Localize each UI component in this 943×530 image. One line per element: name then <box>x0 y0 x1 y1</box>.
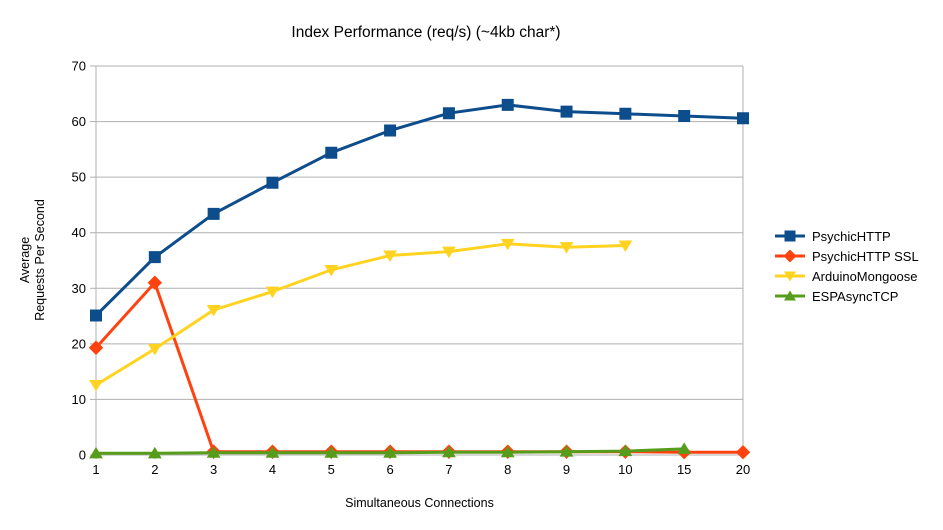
x-tick-labels: 1 2 3 4 5 6 7 8 9 10 15 20 <box>92 462 750 477</box>
axes <box>90 65 744 459</box>
legend-item-arduinomongoose: ArduinoMongoose <box>774 266 919 286</box>
series-line-psychichttp-ssl <box>94 281 745 454</box>
y-tick-label: 20 <box>72 336 86 351</box>
legend-label-psychichttp-ssl: PsychicHTTP SSL <box>812 248 919 264</box>
legend-marker-icon <box>775 290 805 301</box>
psychichttp-marker <box>501 98 514 111</box>
x-tick-label: 8 <box>504 462 511 477</box>
chart-title: Index Performance (req/s) (~4kb char*) <box>291 24 561 41</box>
legend-label-espasynctcp: ESPAsyncTCP <box>812 288 899 304</box>
legend-marker-icon <box>775 249 805 263</box>
arduinomongoose-marker <box>265 286 280 299</box>
arduinomongoose-marker <box>89 379 103 392</box>
series-line-arduinomongoose <box>94 242 627 387</box>
gridlines <box>96 65 743 400</box>
y-tick-label: 50 <box>72 170 86 185</box>
espasynctcp-marker <box>677 442 692 454</box>
legend-marker-icon <box>775 230 805 242</box>
series-arduinomongoose <box>89 238 633 392</box>
series-espasynctcp <box>89 442 692 459</box>
psychichttp-marker <box>619 107 632 120</box>
arduinomongoose-marker <box>147 343 162 356</box>
espasynctcp-marker <box>559 445 574 457</box>
x-tick-label: 20 <box>736 462 750 477</box>
legend-marker-icon <box>775 271 805 282</box>
legend-item-psychichttp-ssl: PsychicHTTP SSL <box>774 246 919 266</box>
y-tick-label: 70 <box>72 59 86 74</box>
espasynctcp-marker <box>147 446 162 459</box>
psychichttp-marker-icon <box>784 230 796 242</box>
x-tick-label: 7 <box>445 462 452 477</box>
arduinomongoose-marker <box>618 240 633 252</box>
espasynctcp-marker <box>500 445 515 458</box>
series-psychichttp-ssl <box>88 275 751 460</box>
psychichttp-marker <box>207 207 220 220</box>
psychichttp-ssl-marker <box>88 340 104 355</box>
arduinomongoose-marker <box>383 250 397 262</box>
psychichttp-marker <box>678 110 691 123</box>
espasynctcp-marker <box>89 446 103 459</box>
x-tick-label: 1 <box>92 462 99 477</box>
espasynctcp-marker <box>324 446 339 458</box>
x-tick-label: 2 <box>151 462 158 477</box>
x-tick-label: 3 <box>210 462 217 477</box>
psychichttp-ssl-marker <box>147 275 163 290</box>
arduinomongoose-marker-icon <box>784 271 796 282</box>
psychichttp-marker <box>737 112 749 125</box>
espasynctcp-marker <box>206 446 221 458</box>
y-tick-labels: 0 10 20 30 40 50 60 70 <box>72 59 86 463</box>
x-tick-label: 5 <box>328 462 335 477</box>
psychichttp-marker <box>325 146 338 159</box>
espasynctcp-marker <box>265 446 280 458</box>
arduinomongoose-marker <box>559 242 574 254</box>
x-tick-label: 10 <box>618 462 632 477</box>
x-axis-title: Simultaneous Connections <box>345 496 494 510</box>
legend-item-psychichttp: PsychicHTTP <box>774 226 919 246</box>
x-tick-label: 9 <box>563 462 570 477</box>
espasynctcp-marker-icon <box>784 290 796 301</box>
legend-item-espasynctcp: ESPAsyncTCP <box>774 286 919 306</box>
espasynctcp-marker <box>442 445 456 458</box>
psychichttp-marker <box>90 309 102 322</box>
espasynctcp-marker <box>383 446 397 458</box>
arduinomongoose-marker <box>442 246 456 259</box>
psychichttp-marker <box>148 251 161 264</box>
psychichttp-marker <box>266 176 279 189</box>
y-tick-label: 0 <box>79 448 86 463</box>
y-tick-label: 60 <box>72 114 86 129</box>
arduinomongoose-marker <box>500 238 515 251</box>
x-tick-label: 6 <box>386 462 393 477</box>
series-psychichttp <box>90 98 749 322</box>
x-tick-label: 15 <box>677 462 691 477</box>
legend-label-psychichttp: PsychicHTTP <box>812 228 891 244</box>
y-tick-label: 30 <box>72 281 86 296</box>
psychichttp-ssl-marker-icon <box>783 249 797 263</box>
psychichttp-marker <box>560 105 573 118</box>
arduinomongoose-marker <box>206 304 221 317</box>
psychichttp-marker <box>384 124 397 137</box>
y-tick-label: 40 <box>72 225 86 240</box>
espasynctcp-marker <box>618 444 633 457</box>
x-tick-label: 4 <box>269 462 276 477</box>
legend: PsychicHTTP PsychicHTTP SSL ArduinoMongoos… <box>774 226 919 306</box>
series-line-psychichttp <box>94 103 745 317</box>
psychichttp-ssl-marker <box>735 445 751 460</box>
y-tick-label: 10 <box>72 392 86 407</box>
legend-label-arduinomongoose: ArduinoMongoose <box>812 268 918 284</box>
arduinomongoose-marker <box>324 264 339 277</box>
psychichttp-marker <box>442 107 455 120</box>
